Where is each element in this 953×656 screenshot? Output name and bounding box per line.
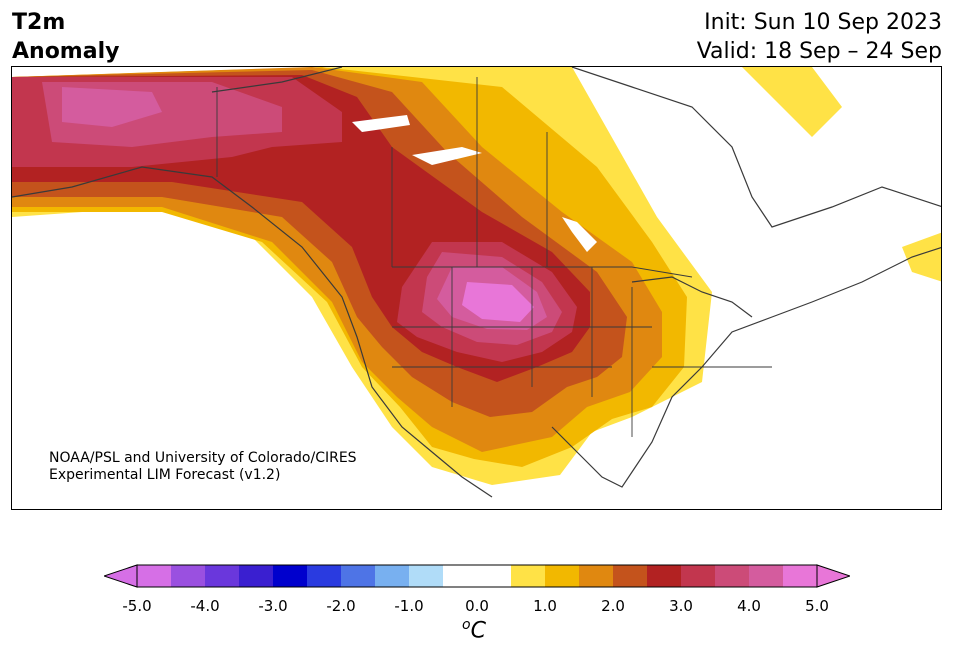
valid-range: Valid: 18 Sep – 24 Sep	[696, 39, 942, 64]
greenland-warm	[742, 67, 842, 137]
unit-letter: C	[470, 618, 486, 644]
anomaly-map	[12, 67, 941, 498]
colorbar-tick-label: -2.0	[326, 597, 356, 615]
credit-line-1: NOAA/PSL and University of Colorado/CIRE…	[49, 450, 357, 466]
colorbar	[104, 564, 850, 588]
forecast-dates: Init: Sun 10 Sep 2023 Valid: 18 Sep – 24…	[697, 8, 942, 66]
init-date: Init: Sun 10 Sep 2023	[704, 10, 942, 35]
colorbar-bin-7	[375, 565, 410, 587]
map-title: T2m Anomaly	[12, 8, 119, 66]
unit-label: oC	[462, 617, 486, 643]
lake-winnipeg	[562, 217, 597, 252]
colorbar-tick-label: -5.0	[122, 597, 152, 615]
lake-athabasca	[352, 115, 410, 132]
colorbar-bin-5	[307, 565, 342, 587]
great-slave-lake	[412, 147, 482, 165]
colorbar-tick-label: -4.0	[190, 597, 220, 615]
colorbar-bin-15	[681, 565, 716, 587]
colorbar-tick-label: 4.0	[737, 597, 761, 615]
ne-canada-warm	[902, 232, 941, 282]
colorbar-tick-label: 0.0	[465, 597, 489, 615]
colorbar-tick-label: 5.0	[805, 597, 829, 615]
contour-4-5	[62, 87, 162, 127]
colorbar-outline	[136, 564, 818, 588]
colorbar-bin-16	[715, 565, 750, 587]
colorbar-bin-6	[341, 565, 376, 587]
colorbar-tick-label: 2.0	[601, 597, 625, 615]
colorbar-tick-label: 1.0	[533, 597, 557, 615]
contour-5-0	[462, 282, 534, 322]
credit-text: NOAA/PSL and University of Colorado/CIRE…	[49, 450, 357, 484]
colorbar-under-arrow	[104, 564, 138, 588]
colorbar-tick-label: -1.0	[394, 597, 424, 615]
colorbar-bin-1	[171, 565, 206, 587]
colorbar-bin-11	[545, 565, 580, 587]
colorbar-bin-17	[749, 565, 784, 587]
colorbar-bin-18	[783, 565, 818, 587]
boundaries	[216, 77, 772, 437]
credit-line-2: Experimental LIM Forecast (v1.2)	[49, 467, 281, 483]
colorbar-bin-10	[511, 565, 546, 587]
unit-degree: o	[462, 617, 471, 633]
colorbar-over-arrow	[816, 564, 850, 588]
field-name: Anomaly	[12, 39, 120, 64]
colorbar-bin-0	[137, 565, 172, 587]
colorbar-bin-13	[613, 565, 648, 587]
variable-name: T2m	[12, 10, 66, 35]
colorbar-bin-14	[647, 565, 682, 587]
colorbar-bin-3	[239, 565, 274, 587]
colorbar-bin-12	[579, 565, 614, 587]
colorbar-bin-8	[409, 565, 444, 587]
anomaly-contours	[12, 67, 941, 485]
colorbar-bin-2	[205, 565, 240, 587]
map-panel	[11, 66, 942, 510]
colorbar-bins	[137, 565, 818, 587]
colorbar-bin-4	[273, 565, 308, 587]
colorbar-tick-label: -3.0	[258, 597, 288, 615]
colorbar-tick-label: 3.0	[669, 597, 693, 615]
colorbar-bin-9	[443, 565, 512, 587]
